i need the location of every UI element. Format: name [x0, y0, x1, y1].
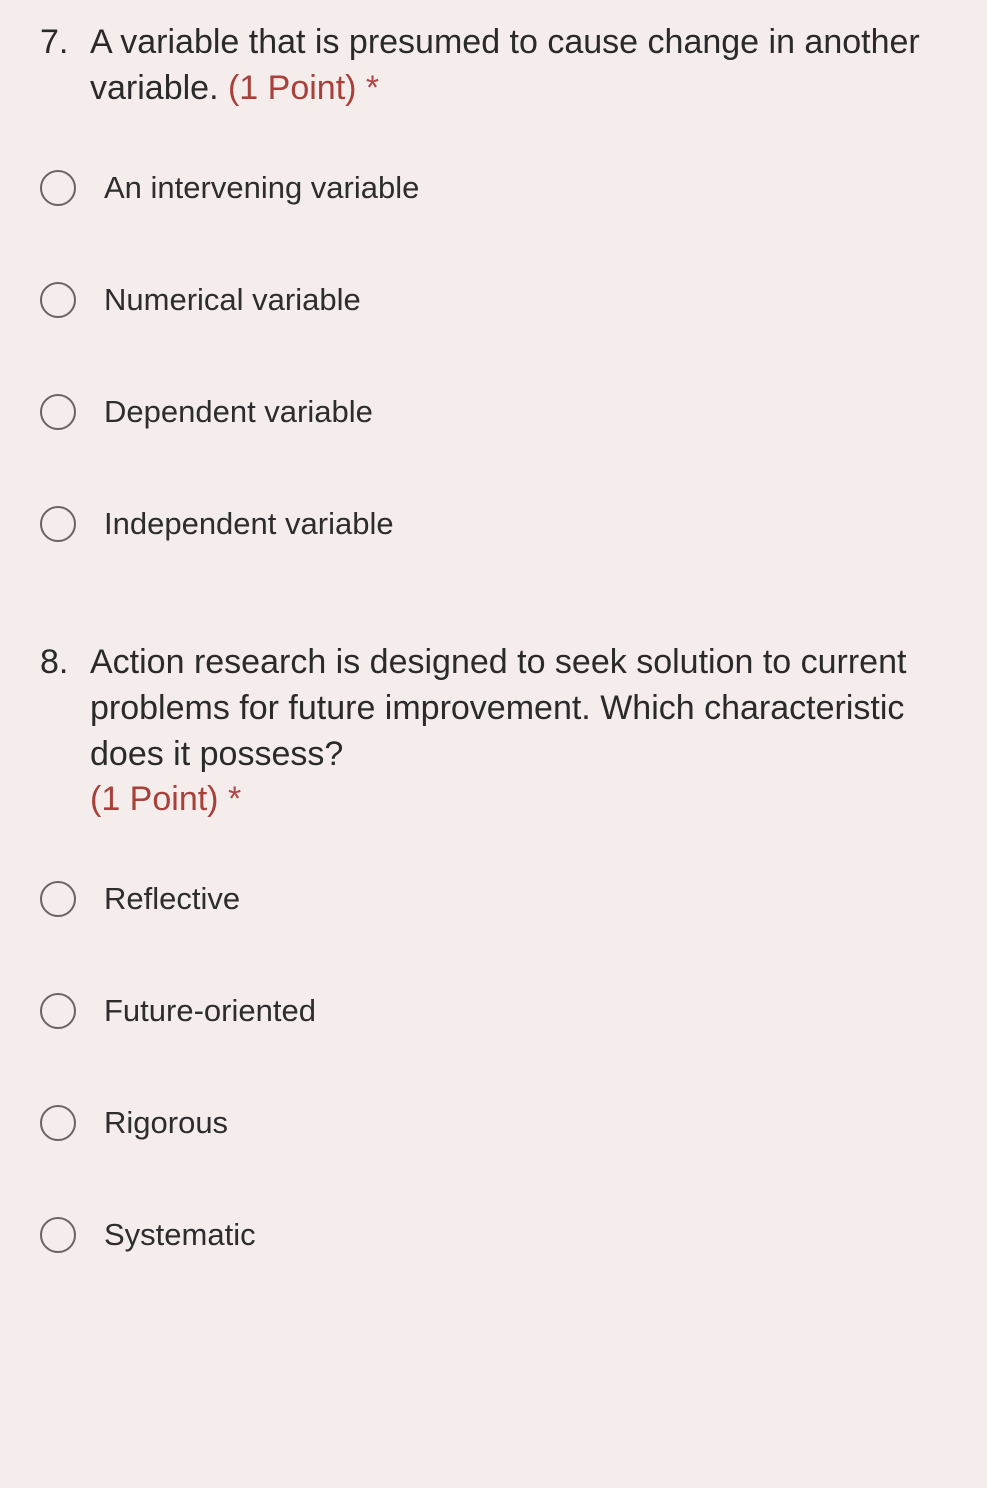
option-row[interactable]: An intervening variable	[40, 162, 947, 214]
required-marker: *	[366, 69, 379, 107]
question-text: A variable that is presumed to cause cha…	[90, 23, 920, 107]
question-text-wrap: A variable that is presumed to cause cha…	[90, 20, 947, 112]
question-text-wrap: Action research is designed to seek solu…	[90, 640, 947, 824]
radio-icon[interactable]	[40, 282, 76, 318]
option-row[interactable]: Reflective	[40, 873, 947, 925]
points-label: (1 Point)	[228, 69, 357, 107]
radio-icon[interactable]	[40, 993, 76, 1029]
option-label: Systematic	[104, 1217, 256, 1253]
option-row[interactable]: Systematic	[40, 1209, 947, 1261]
question-header: 8. Action research is designed to seek s…	[40, 640, 947, 824]
question-number: 8.	[40, 640, 90, 686]
option-label: Reflective	[104, 881, 240, 917]
option-row[interactable]: Future-oriented	[40, 985, 947, 1037]
option-row[interactable]: Rigorous	[40, 1097, 947, 1149]
question-number: 7.	[40, 20, 90, 66]
radio-icon[interactable]	[40, 170, 76, 206]
radio-icon[interactable]	[40, 881, 76, 917]
option-row[interactable]: Independent variable	[40, 498, 947, 550]
radio-icon[interactable]	[40, 1217, 76, 1253]
form-page: 7. A variable that is presumed to cause …	[0, 0, 987, 1361]
points-label: (1 Point)	[90, 780, 219, 818]
radio-icon[interactable]	[40, 394, 76, 430]
option-label: Future-oriented	[104, 993, 316, 1029]
question-7: 7. A variable that is presumed to cause …	[40, 20, 947, 550]
required-marker: *	[228, 780, 241, 818]
option-label: Dependent variable	[104, 394, 373, 430]
option-label: An intervening variable	[104, 170, 419, 206]
option-label: Rigorous	[104, 1105, 228, 1141]
question-header: 7. A variable that is presumed to cause …	[40, 20, 947, 112]
question-text: Action research is designed to seek solu…	[90, 643, 906, 773]
option-label: Numerical variable	[104, 282, 361, 318]
radio-icon[interactable]	[40, 1105, 76, 1141]
option-row[interactable]: Dependent variable	[40, 386, 947, 438]
option-label: Independent variable	[104, 506, 394, 542]
question-8: 8. Action research is designed to seek s…	[40, 640, 947, 1262]
option-row[interactable]: Numerical variable	[40, 274, 947, 326]
radio-icon[interactable]	[40, 506, 76, 542]
